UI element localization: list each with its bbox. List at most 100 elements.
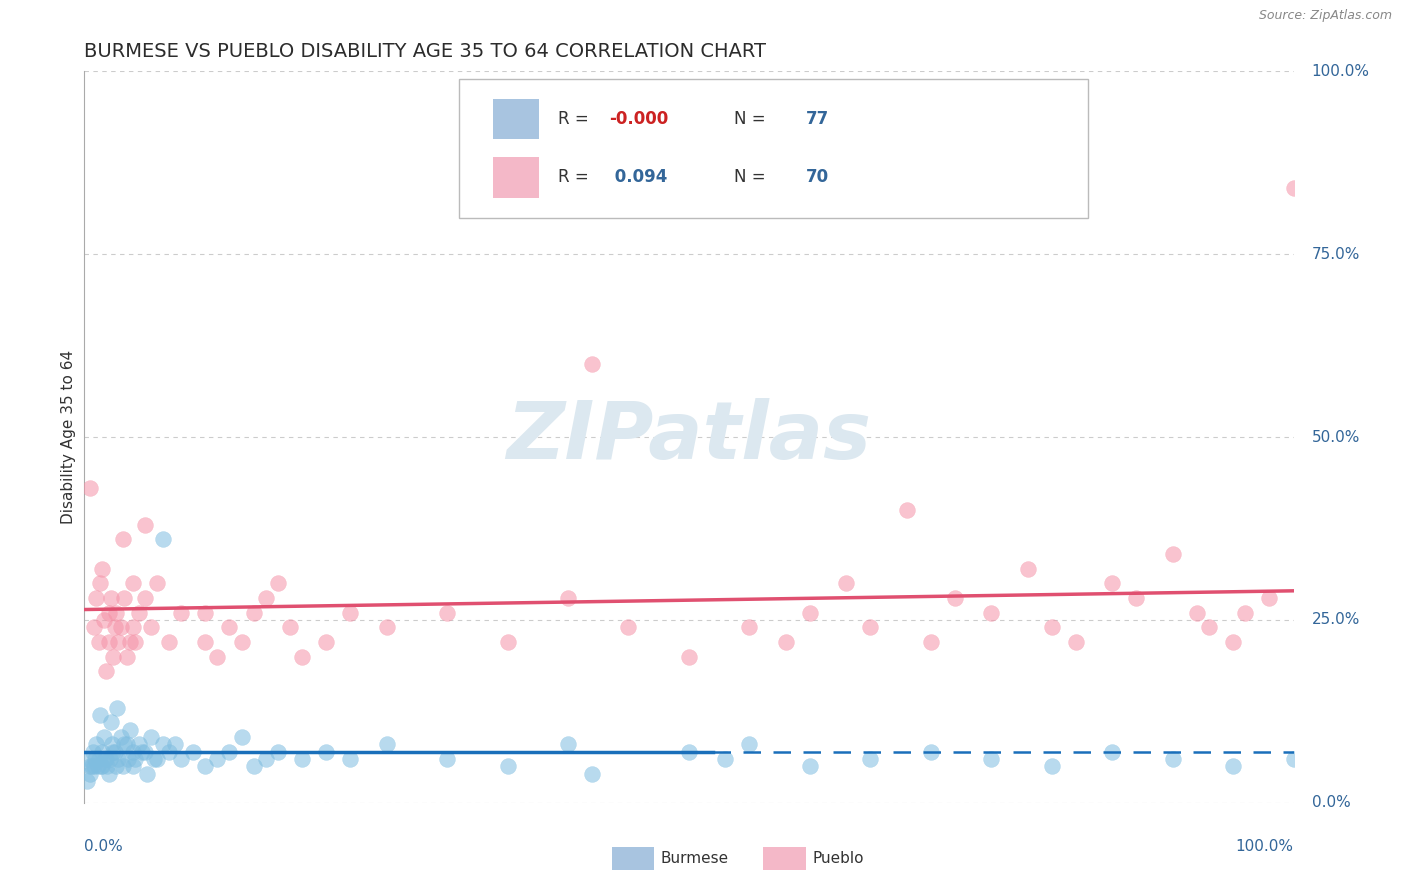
Point bbox=[218, 745, 240, 759]
Point bbox=[436, 752, 458, 766]
Point bbox=[131, 745, 153, 759]
Point bbox=[121, 759, 143, 773]
Point bbox=[1258, 591, 1281, 605]
Point bbox=[496, 635, 519, 649]
Point bbox=[557, 591, 579, 605]
Point bbox=[1282, 181, 1305, 195]
Text: BURMESE VS PUEBLO DISABILITY AGE 35 TO 64 CORRELATION CHART: BURMESE VS PUEBLO DISABILITY AGE 35 TO 6… bbox=[84, 43, 766, 62]
Point bbox=[1222, 635, 1244, 649]
Point bbox=[152, 737, 174, 751]
Point bbox=[112, 737, 135, 751]
Text: N =: N = bbox=[734, 169, 770, 186]
Text: 100.0%: 100.0% bbox=[1236, 839, 1294, 855]
Point bbox=[896, 503, 918, 517]
Point bbox=[121, 576, 143, 591]
Point bbox=[231, 730, 253, 744]
Point bbox=[291, 752, 314, 766]
Text: -0.000: -0.000 bbox=[609, 110, 668, 128]
Point bbox=[105, 700, 128, 714]
Point bbox=[100, 591, 122, 605]
Point bbox=[254, 752, 277, 766]
Point bbox=[77, 752, 100, 766]
Point bbox=[98, 752, 121, 766]
Point bbox=[152, 533, 174, 547]
Point bbox=[315, 745, 337, 759]
Point bbox=[121, 620, 143, 634]
Point bbox=[339, 752, 361, 766]
Text: 100.0%: 100.0% bbox=[1312, 64, 1369, 78]
Point bbox=[104, 745, 127, 759]
Point bbox=[1198, 620, 1220, 634]
Point bbox=[120, 635, 142, 649]
FancyBboxPatch shape bbox=[494, 157, 538, 197]
Point bbox=[557, 737, 579, 751]
Point bbox=[170, 752, 193, 766]
Point bbox=[920, 745, 942, 759]
Point bbox=[96, 759, 118, 773]
Point bbox=[980, 752, 1002, 766]
Point bbox=[101, 737, 124, 751]
Point bbox=[89, 708, 111, 723]
Point bbox=[291, 649, 314, 664]
Point bbox=[117, 752, 139, 766]
Point bbox=[91, 562, 114, 576]
Point bbox=[136, 766, 159, 780]
Point bbox=[1101, 576, 1123, 591]
Point bbox=[1101, 745, 1123, 759]
Point bbox=[80, 759, 103, 773]
Point bbox=[83, 620, 105, 634]
Point bbox=[134, 591, 156, 605]
Point bbox=[91, 759, 114, 773]
Point bbox=[82, 745, 104, 759]
Point bbox=[980, 606, 1002, 620]
Point bbox=[1064, 635, 1087, 649]
Point bbox=[1282, 752, 1305, 766]
Text: 0.0%: 0.0% bbox=[84, 839, 124, 855]
Point bbox=[581, 357, 603, 371]
Point bbox=[97, 635, 120, 649]
Point bbox=[93, 730, 115, 744]
Point bbox=[267, 576, 290, 591]
Point bbox=[146, 576, 169, 591]
Point bbox=[181, 745, 204, 759]
Point bbox=[1040, 620, 1063, 634]
Point bbox=[157, 745, 180, 759]
Point bbox=[120, 723, 142, 737]
Point bbox=[87, 635, 110, 649]
Point bbox=[1017, 562, 1039, 576]
Point bbox=[79, 766, 101, 780]
Point bbox=[100, 715, 122, 730]
Text: 70: 70 bbox=[806, 169, 830, 186]
Point bbox=[86, 759, 108, 773]
Point bbox=[112, 591, 135, 605]
Point bbox=[799, 606, 821, 620]
Point bbox=[134, 517, 156, 532]
Text: R =: R = bbox=[558, 169, 595, 186]
Point bbox=[134, 745, 156, 759]
Point bbox=[207, 649, 229, 664]
Point bbox=[110, 730, 132, 744]
Point bbox=[86, 737, 108, 751]
Point bbox=[1040, 759, 1063, 773]
Point bbox=[278, 620, 301, 634]
FancyBboxPatch shape bbox=[460, 78, 1088, 218]
Point bbox=[76, 773, 98, 788]
Point bbox=[267, 745, 290, 759]
Point bbox=[93, 613, 115, 627]
Point bbox=[678, 649, 700, 664]
Point bbox=[231, 635, 253, 649]
Text: 50.0%: 50.0% bbox=[1312, 430, 1360, 444]
Point bbox=[97, 606, 120, 620]
Point bbox=[170, 606, 193, 620]
Point bbox=[146, 752, 169, 766]
Point bbox=[112, 759, 135, 773]
Point bbox=[124, 635, 146, 649]
Point bbox=[1161, 752, 1184, 766]
Point bbox=[79, 759, 101, 773]
Text: Burmese: Burmese bbox=[661, 851, 728, 865]
Point bbox=[859, 620, 882, 634]
Text: R =: R = bbox=[558, 110, 595, 128]
Point bbox=[128, 737, 150, 751]
Point bbox=[91, 745, 114, 759]
Text: ZIPatlas: ZIPatlas bbox=[506, 398, 872, 476]
